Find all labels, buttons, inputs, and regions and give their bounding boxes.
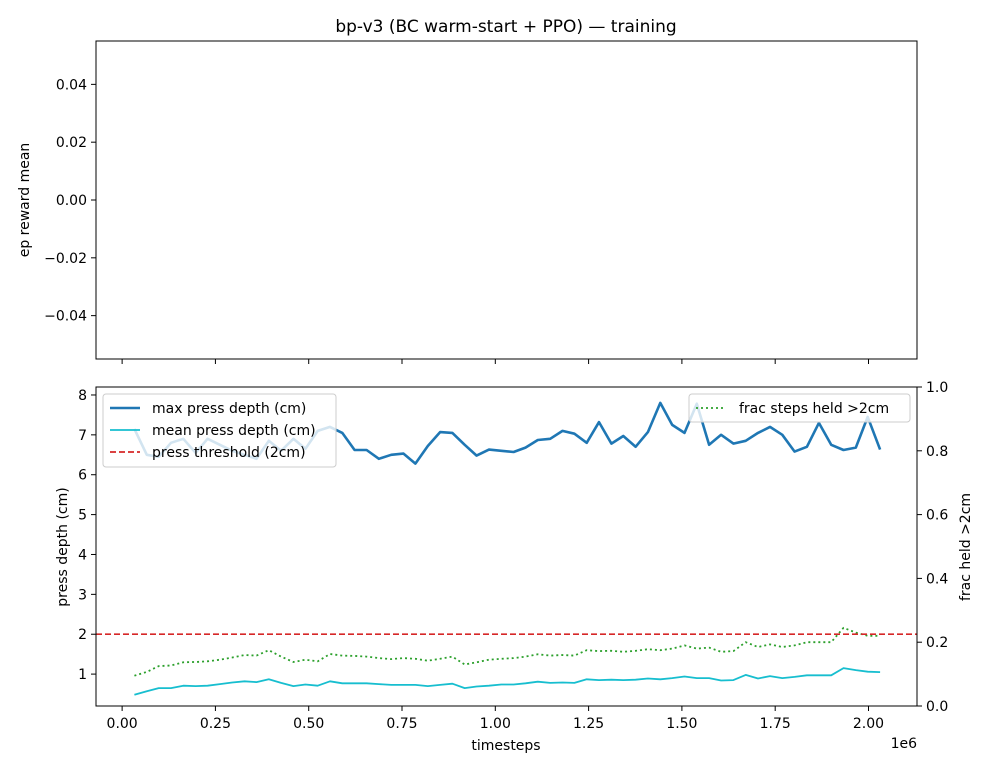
x-tick-label: 1.50 (666, 716, 697, 732)
legend-label-frac-held: frac steps held >2cm (739, 401, 889, 417)
top-y-axis-label: ep reward mean (17, 143, 33, 258)
x-tick-label: 1.00 (480, 716, 511, 732)
x-tick-label: 0.50 (293, 716, 324, 732)
chart-title: bp-v3 (BC warm-start + PPO) — training (335, 17, 676, 37)
legend-label-mean-press: mean press depth (cm) (152, 423, 316, 439)
x-tick-label: 1.25 (573, 716, 604, 732)
x-axis-label: timesteps (471, 738, 540, 754)
x-offset-label: 1e6 (891, 736, 918, 752)
legend-label-max-press: max press depth (cm) (152, 401, 306, 417)
y-tick-label: 1 (78, 667, 87, 683)
top-y-tick-label: −0.02 (44, 251, 87, 267)
legend-left: max press depth (cm) mean press depth (c… (102, 393, 337, 468)
y2-tick-label: 0.2 (926, 635, 948, 651)
x-tick-label: 0.00 (107, 716, 138, 732)
series-mean-press-depth (134, 667, 881, 696)
y2-tick-label: 0.4 (926, 571, 948, 587)
y2-tick-label: 0.6 (926, 508, 948, 524)
legend-right-box (688, 393, 911, 423)
bottom-y-ticks: 1 2 3 4 5 6 7 8 (78, 388, 96, 683)
legend-label-threshold: press threshold (2cm) (152, 445, 306, 461)
y-tick-label: 2 (78, 627, 87, 643)
y-tick-label: 6 (78, 468, 87, 484)
top-y-tick-label: 0.00 (56, 193, 87, 209)
x-tick-label: 0.75 (386, 716, 417, 732)
top-y-ticks: −0.04 −0.02 0.00 0.02 0.04 (44, 77, 96, 325)
y-axis-label: press depth (cm) (55, 487, 71, 606)
bottom-axes-frame (95, 386, 918, 707)
top-y-tick-label: 0.02 (56, 135, 87, 151)
legend-right: frac steps held >2cm (688, 393, 911, 423)
bottom-x-ticks: 0.00 0.25 0.50 0.75 1.00 1.25 1.50 1.75 2.00 (107, 706, 884, 732)
x-tick-label: 2.00 (853, 716, 884, 732)
y-tick-label: 5 (78, 508, 87, 524)
bottom-y2-ticks: 0.0 0.2 0.4 0.6 0.8 1.0 (917, 380, 948, 715)
y2-tick-label: 0.8 (926, 444, 948, 460)
x-tick-label: 0.25 (200, 716, 231, 732)
legend-left-box (102, 393, 337, 468)
y-tick-label: 8 (78, 388, 87, 404)
y2-tick-label: 1.0 (926, 380, 948, 396)
top-x-ticks (121, 359, 869, 364)
y-tick-label: 4 (78, 547, 87, 563)
bottom-axes: 1 2 3 4 5 6 7 8 0.0 0.2 0.4 0.6 0.8 1.0 0.00 0.25 0.50… (55, 380, 974, 754)
top-axes: −0.04 −0.02 0.00 0.02 0.04 ep reward mean (17, 40, 918, 364)
top-y-tick-label: −0.04 (44, 309, 87, 325)
series-frac-held (134, 626, 881, 677)
y-tick-label: 7 (78, 428, 87, 444)
y2-axis-label: frac held >2cm (958, 493, 974, 601)
y2-tick-label: 0.0 (926, 699, 948, 715)
x-tick-label: 1.75 (760, 716, 791, 732)
y-tick-label: 3 (78, 587, 87, 603)
top-y-tick-label: 0.04 (56, 77, 87, 93)
